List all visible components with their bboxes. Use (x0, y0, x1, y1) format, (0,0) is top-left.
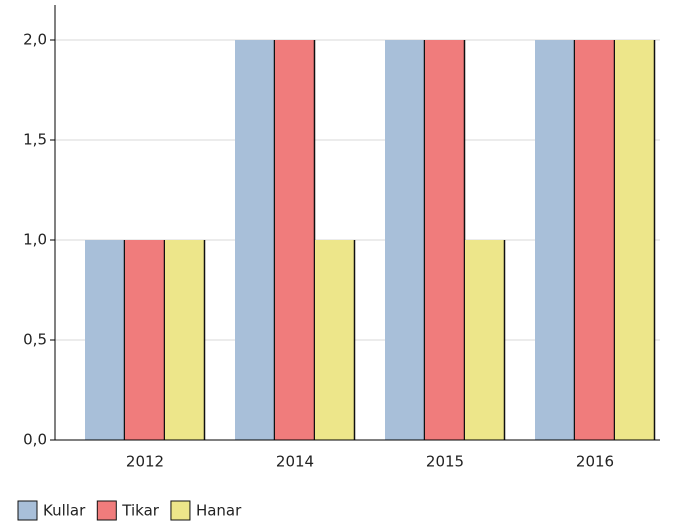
bar (575, 40, 615, 440)
bar (465, 240, 505, 440)
bar (85, 240, 125, 440)
y-tick-label: 0,0 (23, 431, 47, 449)
bar (315, 240, 355, 440)
bar (425, 40, 465, 440)
bar (235, 40, 275, 440)
x-tick-label: 2016 (576, 453, 614, 471)
x-tick-label: 2015 (426, 453, 464, 471)
x-tick-label: 2014 (276, 453, 314, 471)
y-tick-label: 2,0 (23, 31, 47, 49)
legend-swatch (17, 500, 38, 521)
bar (165, 240, 205, 440)
bar (275, 40, 315, 440)
bar (535, 40, 575, 440)
bar (125, 240, 165, 440)
bar (615, 40, 655, 440)
x-tick-label: 2012 (126, 453, 164, 471)
legend-label: Hanar (196, 502, 242, 520)
legend-swatch (96, 500, 117, 521)
y-tick-label: 1,5 (23, 131, 47, 149)
legend-swatch (170, 500, 191, 521)
y-tick-label: 0,5 (23, 331, 47, 349)
bar (385, 40, 425, 440)
legend-label: Kullar (43, 502, 86, 520)
y-tick-label: 1,0 (23, 231, 47, 249)
legend-label: Tikar (121, 502, 159, 520)
